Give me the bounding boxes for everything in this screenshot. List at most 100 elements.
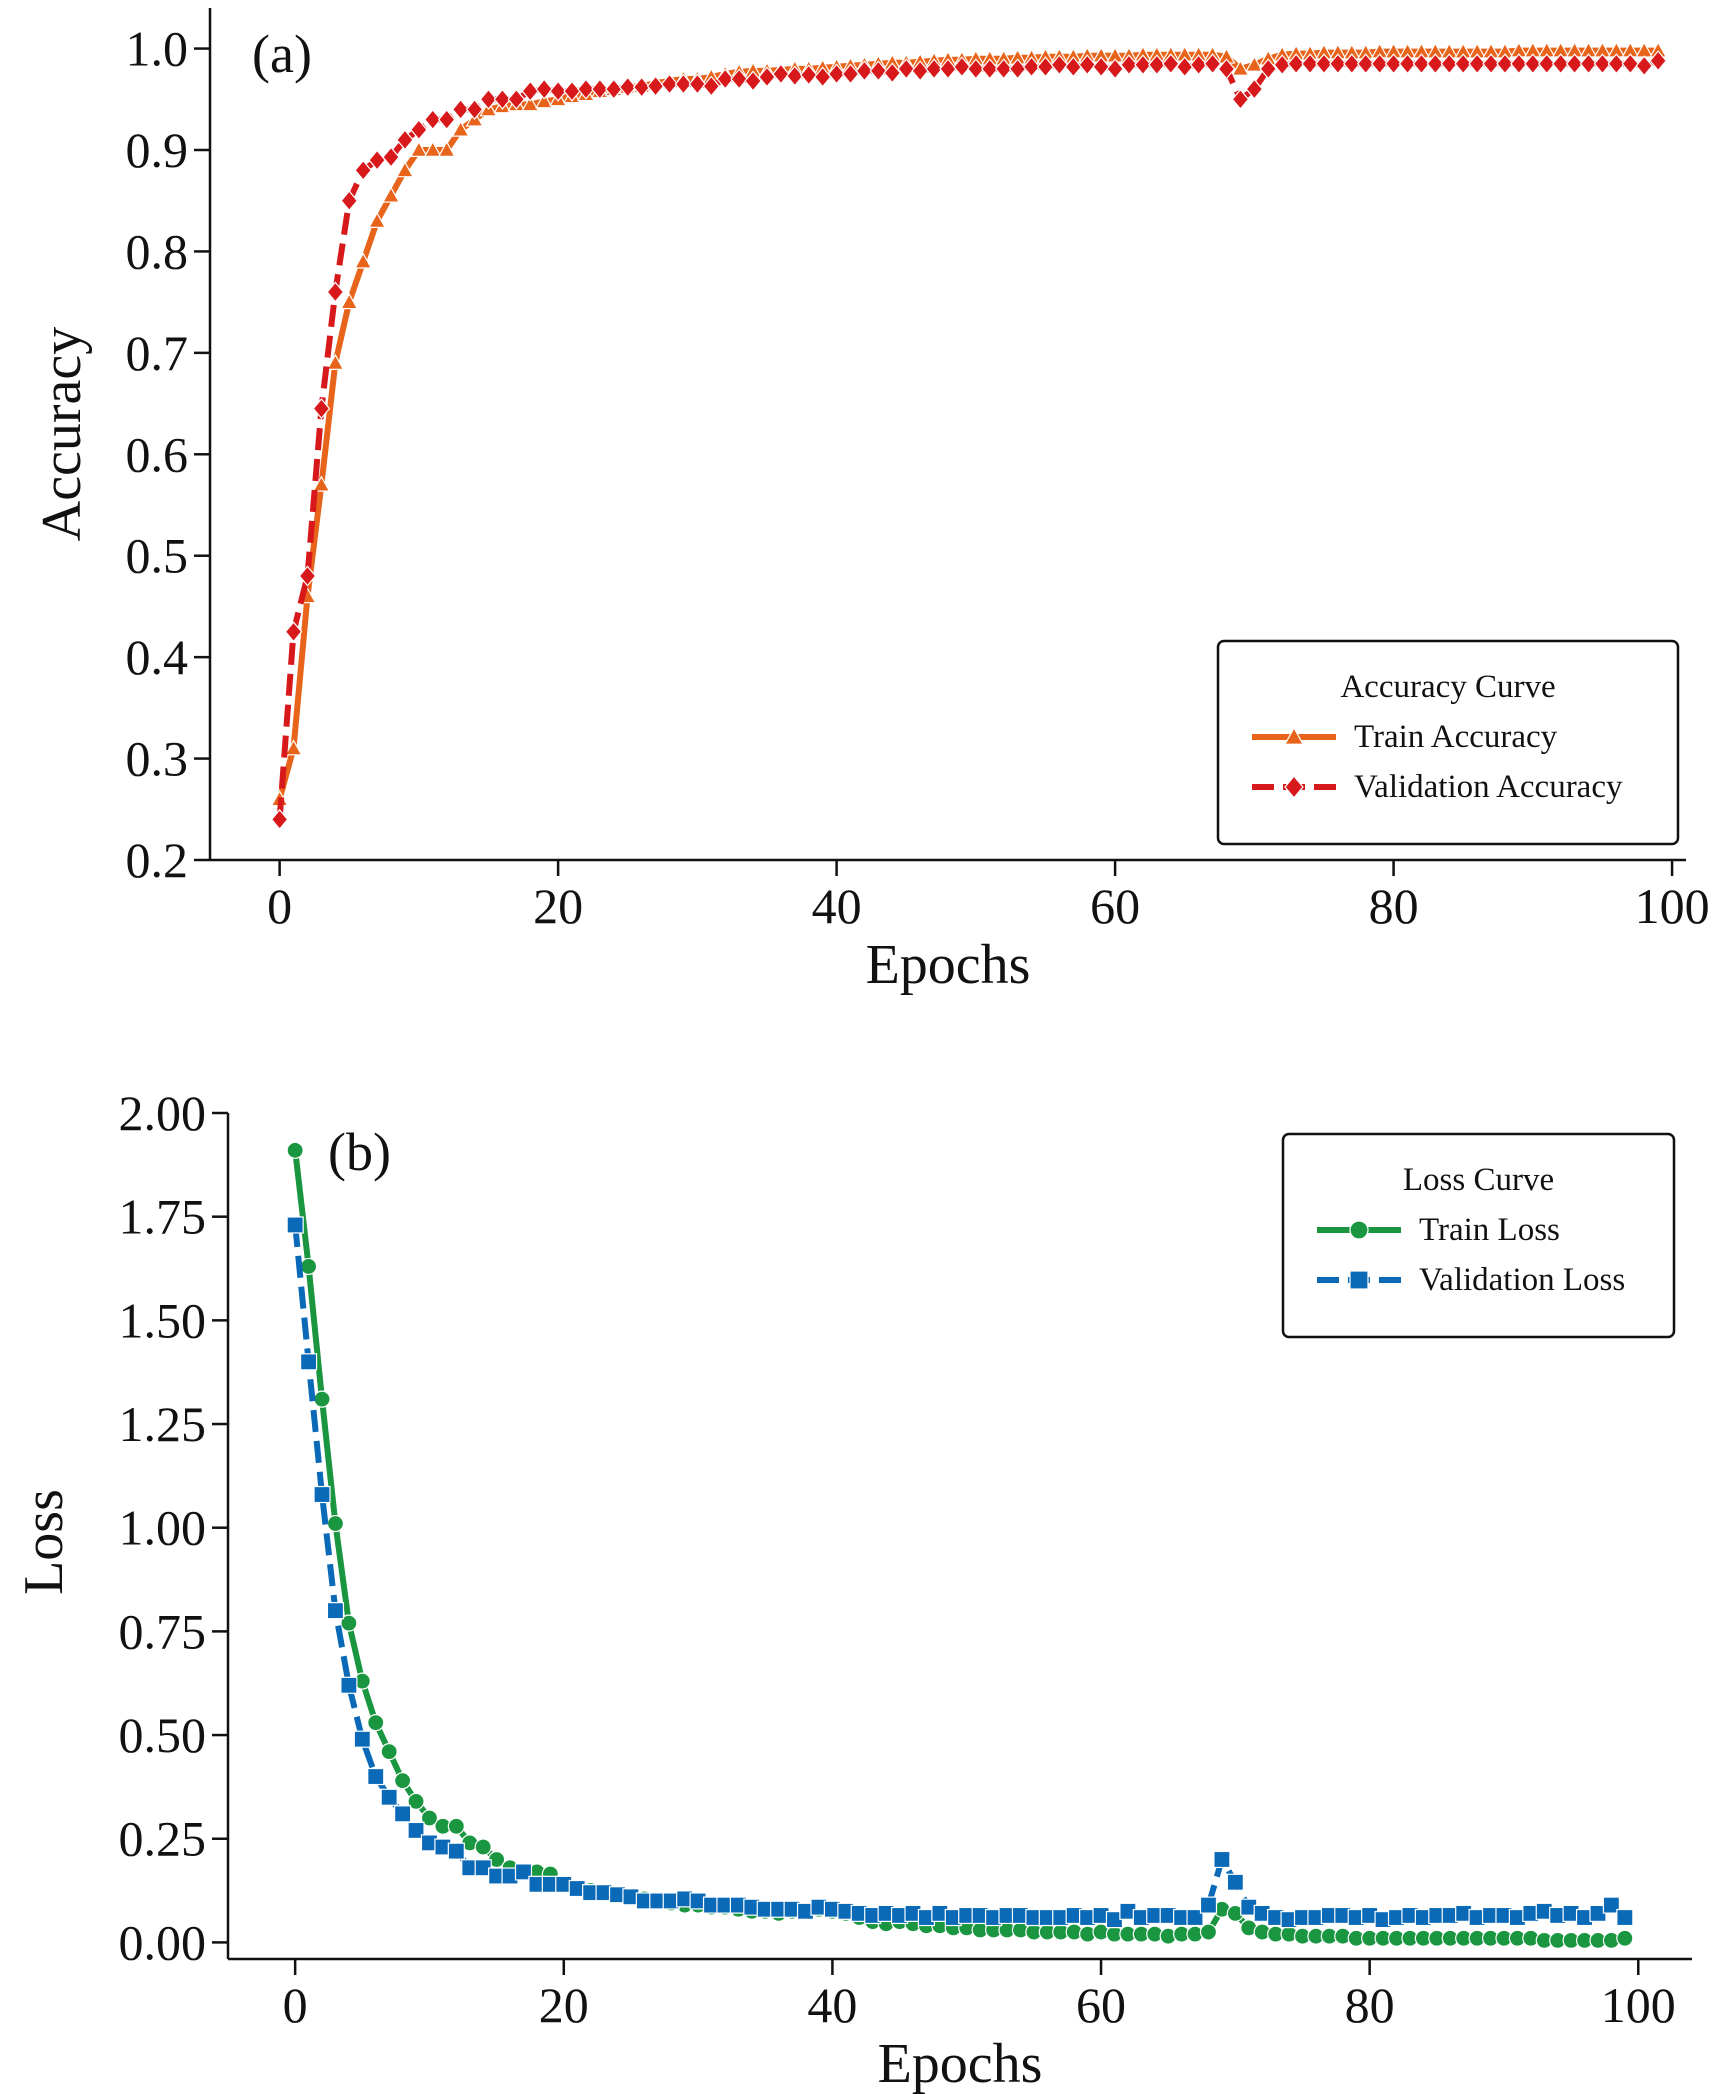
data-point — [514, 1863, 533, 1881]
data-point — [521, 80, 540, 102]
y-tick-label: 0.2 — [126, 832, 189, 888]
y-tick-label: 0.8 — [126, 223, 189, 279]
data-point — [1175, 56, 1194, 78]
data-point — [367, 1767, 385, 1786]
data-point — [1607, 53, 1626, 75]
data-point — [326, 353, 345, 370]
data-point — [354, 252, 373, 269]
data-point — [1440, 53, 1459, 75]
y-tick-label: 0.6 — [126, 426, 189, 482]
data-point — [396, 129, 414, 151]
x-axis-title: Epochs — [878, 2033, 1043, 2094]
legend-swatch-marker — [1284, 775, 1304, 799]
data-point — [340, 1614, 358, 1632]
data-point — [367, 1714, 385, 1732]
data-point — [1036, 56, 1055, 78]
y-axis-title: Loss — [13, 1489, 75, 1595]
data-point — [284, 621, 303, 643]
data-point — [313, 1485, 331, 1504]
data-point — [1189, 54, 1208, 76]
y-tick-label: 1.50 — [119, 1292, 207, 1348]
data-point — [1226, 1873, 1244, 1891]
y-tick-label: 0.00 — [119, 1914, 207, 1970]
data-point — [730, 68, 748, 90]
data-point — [535, 92, 554, 109]
data-point — [284, 739, 303, 756]
data-point — [354, 159, 372, 181]
data-point — [270, 808, 289, 830]
data-point — [447, 1817, 465, 1835]
data-point — [1199, 1896, 1218, 1914]
data-point — [1231, 88, 1250, 110]
data-point — [326, 1514, 345, 1533]
data-point — [451, 120, 470, 137]
data-point — [1259, 58, 1278, 80]
data-point — [911, 60, 929, 82]
data-point — [1649, 50, 1667, 72]
data-point — [395, 161, 414, 178]
data-point — [447, 1842, 465, 1860]
data-point — [1106, 58, 1124, 80]
data-point — [632, 76, 651, 98]
data-point — [1162, 53, 1180, 75]
data-point — [424, 109, 442, 131]
data-point — [420, 1809, 439, 1827]
data-point — [1022, 56, 1041, 78]
data-point — [1616, 1908, 1634, 1927]
data-point — [312, 475, 331, 492]
data-point — [1537, 53, 1556, 75]
series-line — [276, 47, 1659, 800]
y-tick-label: 0.5 — [126, 528, 189, 584]
data-point — [409, 140, 428, 157]
x-tick-label: 0 — [283, 1977, 308, 2033]
data-point — [827, 63, 846, 85]
data-point — [1301, 53, 1319, 75]
x-tick-label: 100 — [1635, 878, 1710, 934]
accuracy-chart: 0.2 0.3 0.4 0.5 0.6 0.7 0.8 0.9 1.0 0 20 40 60 80 100 E… — [31, 8, 1710, 996]
data-point — [563, 80, 581, 102]
data-point — [939, 58, 957, 80]
data-point — [326, 1602, 345, 1620]
data-point — [925, 58, 943, 80]
data-point — [437, 140, 456, 157]
legend-title: Accuracy Curve — [1340, 669, 1555, 705]
data-point — [507, 88, 526, 110]
data-point — [869, 60, 888, 82]
data-point — [474, 1838, 492, 1856]
data-point — [1426, 53, 1445, 75]
data-point — [312, 398, 331, 420]
x-tick-label: 60 — [1076, 1977, 1126, 2033]
data-point — [1635, 55, 1654, 77]
data-point — [953, 56, 971, 78]
data-point — [1217, 58, 1236, 80]
data-point — [1273, 54, 1291, 76]
x-tick-label: 0 — [267, 878, 292, 934]
data-point — [786, 65, 804, 87]
legend-label: Validation Accuracy — [1354, 769, 1623, 805]
data-point — [1496, 53, 1514, 75]
data-point — [967, 58, 985, 80]
data-point — [1579, 53, 1598, 75]
data-point — [1245, 55, 1264, 72]
data-point — [1593, 53, 1612, 75]
data-point — [1050, 54, 1069, 76]
y-tick-label: 0.7 — [126, 325, 189, 381]
y-tick-label: 1.0 — [126, 21, 189, 77]
data-point — [381, 186, 401, 203]
y-tick-label: 0.50 — [119, 1707, 207, 1763]
x-axis-title: Epochs — [866, 934, 1031, 996]
legend-label: Validation Loss — [1419, 1262, 1625, 1298]
data-point — [1343, 53, 1361, 75]
data-point — [451, 98, 470, 120]
data-point — [1454, 53, 1472, 75]
loss-chart: 0.00 0.25 0.50 0.75 1.00 1.25 1.50 1.75 2.00 0 20 4… — [13, 1085, 1692, 2094]
data-point — [1370, 53, 1389, 75]
data-point — [368, 211, 387, 228]
x-tick-label: 100 — [1601, 1977, 1676, 2033]
legend: Accuracy Curve Train Accuracy Validation A… — [1216, 639, 1680, 846]
legend-swatch-marker — [1349, 1220, 1369, 1240]
data-point — [744, 70, 762, 92]
data-point — [1482, 53, 1500, 75]
data-point — [299, 1257, 318, 1276]
